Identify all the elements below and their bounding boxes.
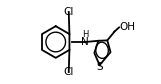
Text: S: S [96,62,103,72]
Text: N: N [81,37,89,47]
Text: Cl: Cl [64,67,74,77]
Text: OH: OH [119,22,136,32]
Text: Cl: Cl [64,7,74,17]
Text: H: H [83,30,89,39]
